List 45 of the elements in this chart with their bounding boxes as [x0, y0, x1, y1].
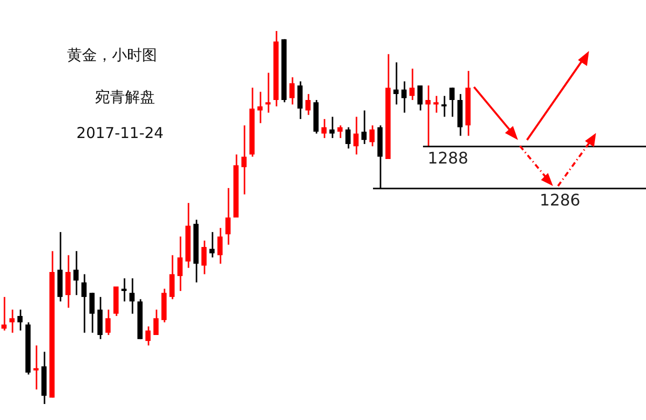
text: 1286	[540, 190, 580, 210]
candlestick	[305, 93, 311, 116]
candlestick	[417, 84, 423, 112]
candlestick	[449, 86, 455, 118]
annotation: 2017-11-24	[76, 124, 164, 142]
candlestick	[353, 116, 359, 156]
candlestick	[73, 250, 79, 296]
candlestick	[65, 254, 71, 309]
candlestick	[337, 124, 343, 139]
candlestick	[409, 68, 415, 101]
candlestick	[201, 240, 207, 275]
candlestick	[241, 124, 247, 196]
candlestick	[145, 326, 151, 346]
candlestick	[401, 80, 407, 114]
text: 宛青解盘	[95, 88, 155, 107]
candlestick	[177, 236, 183, 292]
candlestick	[209, 231, 215, 258]
text: 黄金，小时图	[67, 46, 157, 65]
candlestick	[153, 308, 159, 336]
candlestick	[225, 187, 231, 246]
candlestick	[321, 118, 327, 139]
candlestick	[441, 95, 447, 118]
candlestick	[265, 72, 271, 114]
candlestick	[425, 84, 431, 148]
candlestick	[361, 110, 367, 145]
candlestick	[121, 278, 127, 302]
candlestick	[105, 308, 111, 336]
candlestick	[9, 308, 15, 334]
candlestick	[257, 91, 263, 124]
candlestick	[345, 126, 351, 150]
candlestick	[329, 116, 335, 139]
candlestick	[89, 292, 95, 334]
candlestick	[33, 344, 39, 390]
candlestick	[369, 124, 375, 148]
candlestick	[297, 80, 303, 120]
candlestick	[169, 254, 175, 300]
candlestick	[289, 76, 295, 106]
annotation: 1288	[428, 148, 468, 168]
candlestick	[433, 95, 439, 114]
candlestick	[81, 273, 87, 334]
candlestick	[217, 227, 223, 264]
candlestick	[393, 62, 399, 106]
candlestick	[1, 296, 7, 332]
candlestick	[129, 278, 135, 314]
candlestick	[17, 308, 23, 332]
